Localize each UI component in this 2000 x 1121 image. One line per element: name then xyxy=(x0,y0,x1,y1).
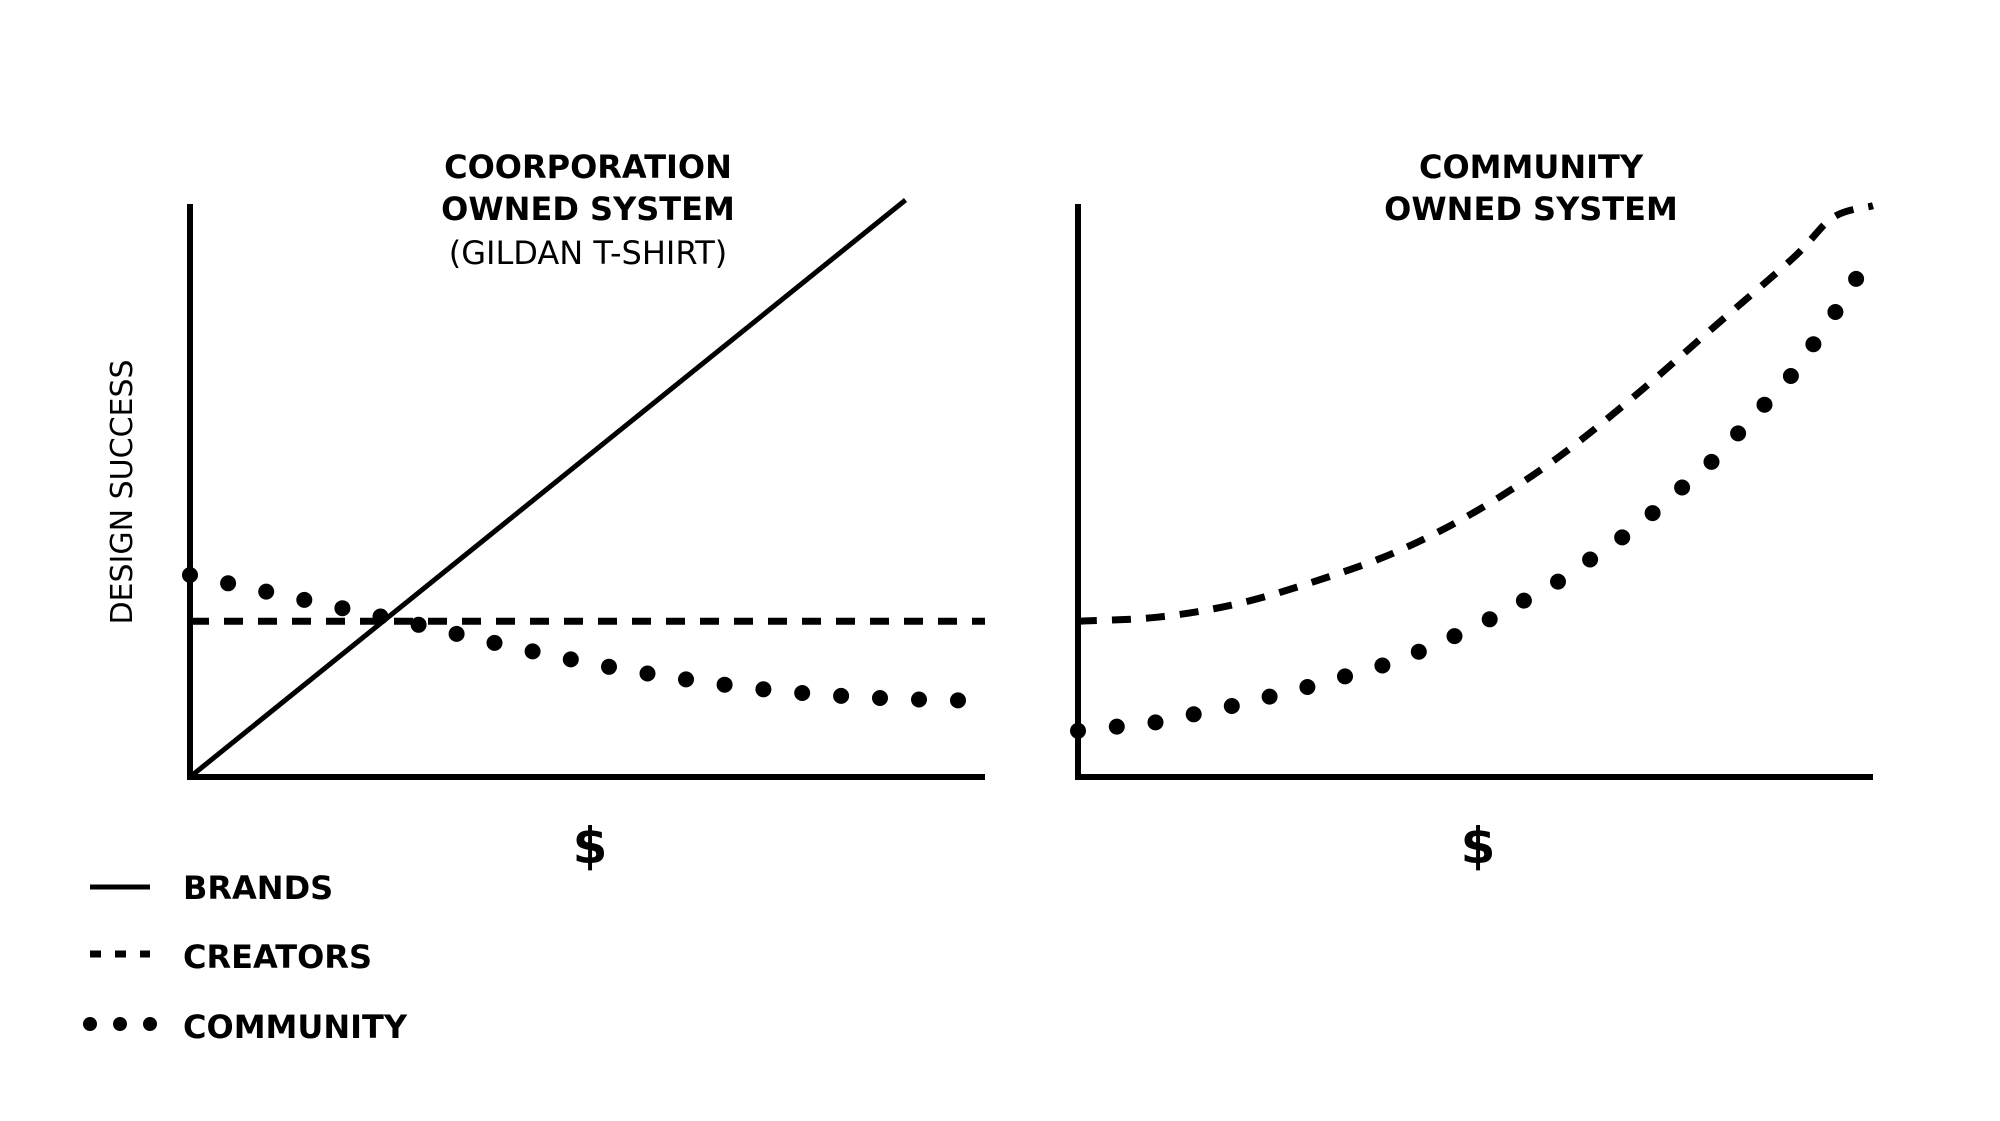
left-community-series-point xyxy=(716,676,733,693)
right-community-series-point xyxy=(1703,453,1720,470)
right-community-series-point xyxy=(1827,304,1844,320)
left-brands-series-line xyxy=(188,198,908,779)
legend-item-brands: BRANDS xyxy=(90,869,333,907)
y-axis-label: DESIGN SUCCESS xyxy=(105,359,140,624)
right-community-series-point xyxy=(1261,688,1278,705)
left-community-series-point xyxy=(950,692,966,709)
right-community-series-point xyxy=(1446,628,1463,645)
right-community-series-point xyxy=(1185,706,1202,723)
legend-label-brands: BRANDS xyxy=(183,869,333,907)
right-community-series-point xyxy=(1614,529,1631,546)
left-community-series-point xyxy=(911,691,927,708)
panel-right: COMMUNITY OWNED SYSTEM $ xyxy=(1070,148,1874,875)
left-community-series-point xyxy=(601,658,617,675)
right-community-series-point xyxy=(1805,336,1822,353)
right-community-series-point xyxy=(1848,270,1865,287)
legend-dot-swatch xyxy=(113,1017,127,1031)
left-community-series-point xyxy=(448,625,465,642)
left-community-series-point xyxy=(258,583,275,600)
left-community-series-point xyxy=(372,608,389,625)
left-community-series-point xyxy=(755,681,772,698)
left-community-series-point xyxy=(639,665,656,682)
left-community-series-point xyxy=(334,600,351,617)
left-plot-area xyxy=(182,198,985,779)
left-community-series-point xyxy=(794,685,811,701)
right-community-series-point xyxy=(1515,592,1532,609)
right-community-series-point xyxy=(1337,668,1353,685)
right-community-series-point xyxy=(1782,368,1799,384)
panel-left: COORPORATION OWNED SYSTEM (GILDAN T-SHIR… xyxy=(105,148,985,875)
right-plot-area xyxy=(1070,202,1874,739)
legend-label-community: COMMUNITY xyxy=(183,1008,408,1046)
right-community-series-point xyxy=(1756,396,1773,413)
left-community-series-point xyxy=(562,651,579,668)
right-community-series-point xyxy=(1550,573,1566,590)
right-x-axis-label: $ xyxy=(1461,817,1496,875)
right-community-series-point xyxy=(1223,698,1240,714)
legend-item-creators: CREATORS xyxy=(90,938,372,976)
right-title-line-1: COMMUNITY xyxy=(1419,148,1644,186)
left-community-series-point xyxy=(678,671,694,688)
legend-label-creators: CREATORS xyxy=(183,938,372,976)
left-community-series-point xyxy=(833,687,850,704)
left-community-series-point xyxy=(296,591,313,608)
left-x-axis-label: $ xyxy=(573,817,608,875)
right-community-series-point xyxy=(1481,611,1498,628)
legend-dot-swatch xyxy=(143,1017,157,1031)
left-title-line-1: COORPORATION xyxy=(444,148,732,186)
right-community-series-point xyxy=(1374,657,1391,674)
right-community-series-point xyxy=(1730,425,1747,442)
right-community-series-point xyxy=(1410,643,1427,660)
right-community-series-point xyxy=(1674,479,1691,496)
left-community-series-point xyxy=(220,575,237,592)
right-community-series-point xyxy=(1299,679,1316,695)
left-subtitle: (GILDAN T-SHIRT) xyxy=(449,234,728,272)
left-community-series-point xyxy=(524,643,541,660)
left-community-series-point xyxy=(486,634,503,651)
left-community-series-point xyxy=(872,690,888,706)
right-creators-series-line xyxy=(1077,202,1874,625)
right-community-series-point xyxy=(1644,505,1661,522)
right-title-line-2: OWNED SYSTEM xyxy=(1384,190,1678,228)
legend-item-community: COMMUNITY xyxy=(83,1008,408,1046)
right-community-series-point xyxy=(1108,718,1125,735)
legend-dot-swatch xyxy=(83,1017,97,1031)
left-title-line-2: OWNED SYSTEM xyxy=(441,190,735,228)
right-community-series-point xyxy=(1582,551,1599,568)
legend: BRANDS CREATORS COMMUNITY xyxy=(83,869,408,1046)
right-community-series-point xyxy=(1147,714,1164,731)
left-community-series-point xyxy=(410,616,427,633)
